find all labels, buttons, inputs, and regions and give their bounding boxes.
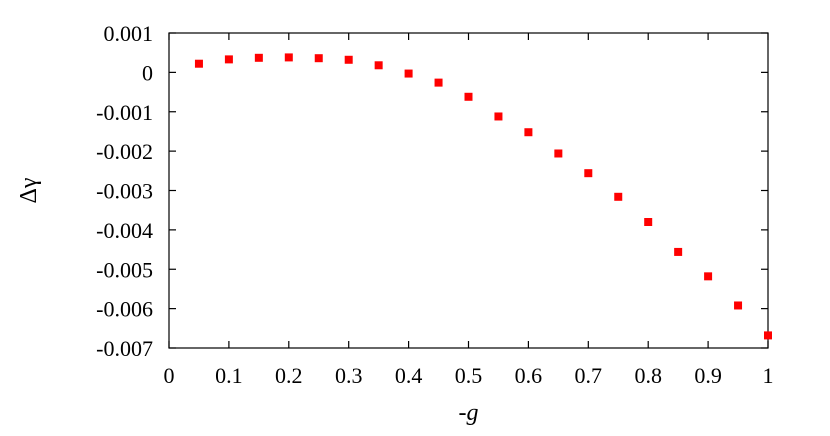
y-tick-label: -0.002 <box>96 139 153 164</box>
y-axis-label: Δγ <box>16 177 42 203</box>
x-tick-label: 0.1 <box>215 363 243 388</box>
plot-area <box>168 32 769 349</box>
data-point <box>584 169 593 178</box>
data-point <box>524 128 533 137</box>
data-point <box>404 69 413 78</box>
data-point <box>374 61 383 70</box>
data-point <box>434 78 443 87</box>
x-tick-label: 0.7 <box>575 363 603 388</box>
data-point <box>254 53 263 62</box>
data-point <box>464 92 473 101</box>
x-tick-label: 0.3 <box>335 363 363 388</box>
data-point <box>314 54 323 63</box>
y-tick-label: -0.005 <box>96 257 153 282</box>
x-axis-label: -g <box>459 400 479 426</box>
data-point <box>734 301 743 310</box>
data-point <box>284 53 293 62</box>
y-axis-ticks: 0.001 0 -0.001 -0.002 -0.003 -0.004 -0.005 -0.0… <box>96 21 768 361</box>
y-tick-label: -0.004 <box>96 218 153 243</box>
x-tick-label: 0 <box>164 363 175 388</box>
x-axis-ticks: 0 0.1 0.2 0.3 0.4 0.5 0.6 0.7 0.8 0.9 1 <box>164 33 774 388</box>
data-point <box>614 192 623 201</box>
data-point <box>224 55 233 64</box>
x-tick-label: 0.8 <box>634 363 662 388</box>
x-tick-label: 0.5 <box>455 363 483 388</box>
x-tick-label: 0.2 <box>275 363 303 388</box>
y-tick-label: 0.001 <box>104 21 154 46</box>
data-point <box>764 331 772 340</box>
y-tick-label: 0 <box>142 60 153 85</box>
data-point <box>674 247 683 256</box>
x-tick-label: 0.6 <box>515 363 543 388</box>
data-point <box>494 112 503 121</box>
plot-frame <box>168 32 769 349</box>
data-point <box>704 272 713 281</box>
y-tick-label: -0.001 <box>96 100 153 125</box>
x-tick-label: 1 <box>763 363 774 388</box>
x-tick-label: 0.4 <box>395 363 423 388</box>
y-tick-label: -0.003 <box>96 179 153 204</box>
y-tick-label: -0.007 <box>96 336 153 361</box>
data-point <box>554 149 563 158</box>
y-tick-label: -0.006 <box>96 297 153 322</box>
data-point <box>194 59 203 68</box>
data-point <box>644 218 653 226</box>
x-tick-label: 0.9 <box>694 363 722 388</box>
data-point <box>344 55 353 64</box>
data-points <box>194 53 772 340</box>
